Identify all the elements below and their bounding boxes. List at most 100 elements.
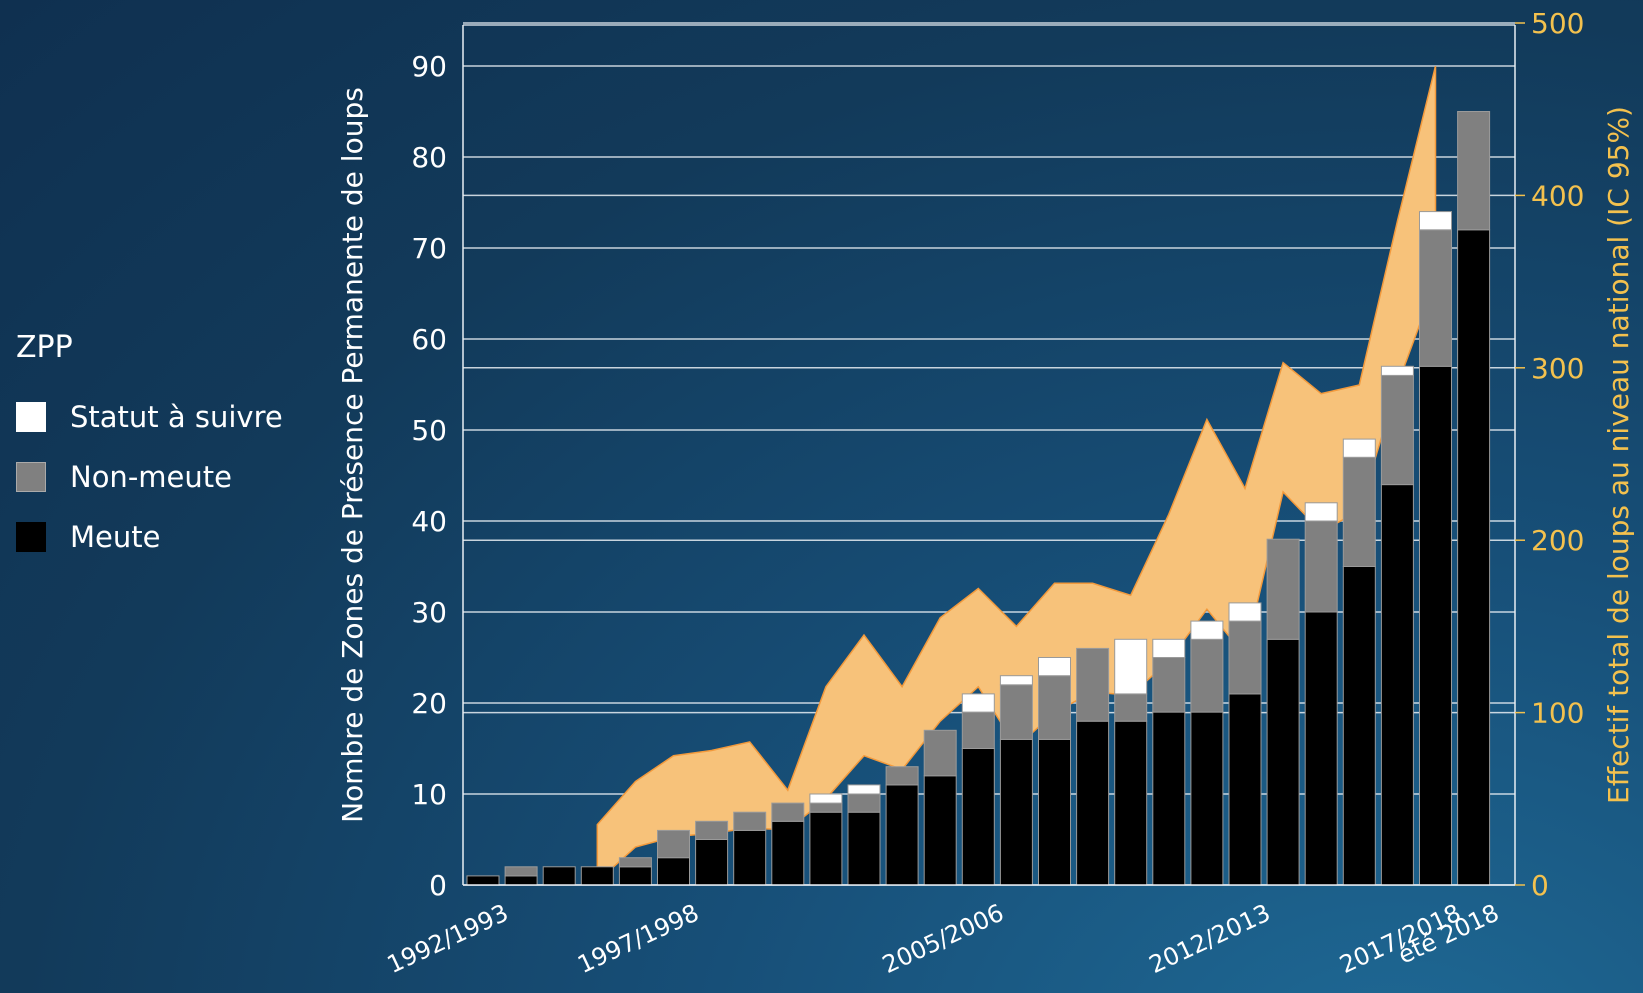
bar-meute [1266,638,1300,886]
bar-meute [847,811,881,886]
bar-meute [923,775,957,886]
legend-label-meute: Meute [70,520,161,554]
y-tick-label: 0 [429,869,447,902]
bar-meute [695,839,729,886]
bar-non-meute [1190,638,1224,713]
bar-statut [1190,620,1224,640]
bar-non-meute [504,866,538,877]
legend-item-statut: Statut à suivre [16,387,283,447]
bar-non-meute [771,802,805,822]
bar-non-meute [1457,111,1491,231]
bar-statut [999,675,1033,686]
bar-meute [657,857,690,886]
legend-swatch-meute [16,522,46,552]
bar-non-meute [1152,657,1186,713]
bar-statut [1380,365,1414,376]
bar-meute [542,866,576,886]
bar-statut [847,784,881,795]
bar-non-meute [618,857,652,868]
bar-meute [1304,611,1338,886]
bar-statut [1038,657,1071,677]
bar-statut [1114,638,1148,695]
bar-non-meute [961,711,995,749]
legend: ZPP Statut à suivre Non-meute Meute [16,330,283,567]
bar-statut [961,693,995,713]
bar-meute [1076,720,1110,886]
y-tick-right-label: 100 [1531,697,1584,730]
legend-swatch-statut [16,402,46,432]
y-tick-right-label: 200 [1531,524,1584,557]
bar-statut [809,793,843,804]
bar-meute [1190,711,1224,886]
bar-non-meute [1228,620,1262,695]
y-axis-label: Nombre de Zones de Présence Permanente d… [336,87,369,823]
y-tick-label: 20 [411,687,447,720]
bar-meute [580,866,614,886]
y-tick-label: 60 [411,323,447,356]
y-tick-label: 30 [411,596,447,629]
bar-non-meute [1076,647,1110,722]
x-tick-label: 1997/1998 [573,899,703,979]
y-tick-label: 90 [411,50,447,83]
bar-non-meute [1266,538,1300,640]
legend-label-non-meute: Non-meute [70,460,232,494]
y-tick-right-label: 300 [1531,352,1584,385]
legend-swatch-non-meute [16,462,46,492]
bar-statut [1342,438,1376,458]
bar-meute [1419,365,1452,886]
y-tick-right-label: 0 [1531,869,1549,902]
bar-non-meute [1419,229,1452,367]
bar-non-meute [1114,693,1148,722]
bar-statut [1304,502,1338,522]
bar-non-meute [1380,374,1414,486]
bar-meute [504,875,538,886]
y-tick-label: 10 [411,778,447,811]
y-axis-right-label: Effectif total de loups au niveau nation… [1602,106,1635,804]
bar-meute [771,820,805,886]
bar-meute [1380,484,1414,886]
bar-meute [1228,693,1262,886]
bar-meute [618,866,652,886]
bar-non-meute [885,766,919,786]
bar-non-meute [1342,456,1376,567]
bar-non-meute [923,729,957,777]
bar-meute [1038,738,1071,886]
bar-meute [809,811,843,886]
bar-meute [961,748,995,886]
bar-meute [885,784,919,886]
x-tick-label: 1992/1993 [383,899,513,979]
bar-non-meute [733,811,767,831]
bar-non-meute [657,829,690,859]
bar-meute [999,738,1033,886]
y-tick-label: 40 [411,505,447,538]
y-tick-right-label: 400 [1531,179,1584,212]
legend-label-statut: Statut à suivre [70,400,283,434]
bar-non-meute [695,820,729,840]
bar-non-meute [847,793,881,813]
bar-meute [733,829,767,886]
bar-meute [1114,720,1148,886]
bar-non-meute [809,802,843,813]
bar-meute [1457,229,1491,886]
bar-meute [1342,566,1376,886]
y-tick-label: 50 [411,414,447,447]
axes [462,25,1516,886]
y-tick-label: 70 [411,232,447,265]
bar-statut [1152,638,1186,658]
legend-item-meute: Meute [16,507,283,567]
bar-meute [1152,711,1186,886]
y-tick-label: 80 [411,141,447,174]
y-tick-right-label: 500 [1531,7,1584,40]
bar-non-meute [999,684,1033,740]
bars [466,111,1491,886]
bar-statut [1419,211,1452,231]
bar-non-meute [1304,520,1338,613]
bar-non-meute [1038,675,1071,740]
gridlines [463,22,1515,886]
legend-title: ZPP [16,330,73,365]
x-tick-label: 2005/2006 [878,899,1008,979]
bar-meute [466,875,500,886]
x-tick-label: 2012/2013 [1145,899,1275,979]
legend-item-non-meute: Non-meute [16,447,283,507]
